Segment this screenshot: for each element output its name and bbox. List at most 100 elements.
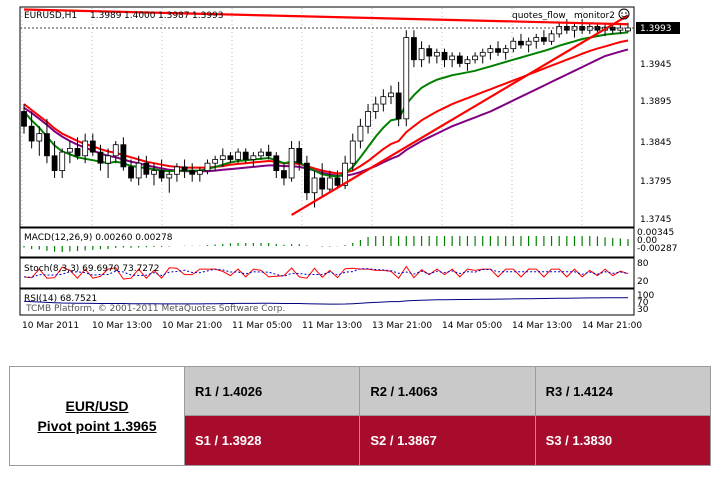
trendline	[291, 14, 629, 216]
candle-body	[189, 170, 196, 175]
ohlc-open: 1.3989	[90, 11, 122, 21]
pivot-point: Pivot point 1.3965	[37, 418, 157, 434]
candle-body	[219, 155, 226, 160]
x-tick: 10 Mar 2011	[22, 321, 79, 331]
candle-body	[372, 103, 379, 112]
candle-body	[334, 177, 341, 186]
candle-body	[388, 92, 394, 98]
indicator-monitor2: monitor2	[574, 11, 615, 21]
candle-body	[418, 48, 425, 61]
candle-body	[258, 151, 264, 157]
candle-body	[311, 177, 318, 194]
candle-body	[472, 55, 478, 61]
candle-body	[97, 151, 104, 164]
rsi-panel-frame	[19, 288, 635, 316]
support-3: S3 / 1.3830	[534, 415, 712, 466]
pair-cell: EUR/USD Pivot point 1.3965	[9, 366, 185, 466]
candle-body	[120, 144, 127, 168]
rsi-label: RSI(14) 68.7521	[24, 294, 97, 304]
candle-body	[158, 170, 165, 179]
stoch-main-line	[23, 265, 629, 280]
support-1: S1 / 1.3928	[183, 415, 361, 466]
rsi-tick: 70	[637, 298, 649, 308]
rsi-line-path	[23, 297, 628, 305]
candle-body	[403, 37, 410, 120]
stoch-tick: 20	[637, 277, 649, 287]
y-tick: 1.3745	[640, 215, 672, 225]
candle-body	[548, 33, 555, 42]
candle-body	[265, 151, 272, 157]
x-tick: 14 Mar 13:00	[512, 321, 572, 331]
main-panel-frame	[19, 6, 635, 228]
candle-body	[250, 155, 257, 160]
candle-body	[556, 26, 563, 35]
stoch-tick: 80	[637, 259, 649, 269]
candle-body	[464, 59, 471, 64]
candle-body	[510, 40, 517, 50]
y-tick: 1.3895	[640, 97, 672, 107]
candle-body	[105, 155, 112, 164]
y-tick: 1.3845	[640, 138, 672, 148]
candle-body	[449, 55, 456, 61]
stoch-label: Stoch(8,3,3) 69.6970 73.7272	[24, 264, 159, 274]
candle-body	[59, 151, 66, 171]
ohlc-high: 1.4000	[124, 11, 156, 21]
candle-body	[426, 48, 433, 57]
price-chart: EURUSD,H1 1.3989 1.4000 1.3987 1.3993 qu…	[19, 6, 680, 331]
support-2: S2 / 1.3867	[359, 415, 536, 466]
candle-body	[319, 177, 326, 190]
x-tick: 10 Mar 21:00	[162, 321, 222, 331]
candle-body	[479, 51, 486, 57]
candle-body	[296, 148, 303, 164]
rsi-tick: 100	[637, 291, 654, 301]
candle-body	[411, 37, 417, 61]
ohlc-low: 1.3987	[158, 11, 190, 21]
candle-body	[441, 51, 448, 61]
candle-body	[112, 144, 119, 157]
candle-body	[143, 162, 150, 175]
y-tick: 1.3945	[640, 60, 672, 70]
candle-body	[281, 170, 287, 179]
macd-label: MACD(12,26,9) 0.00260 0.00278	[24, 233, 173, 243]
current-price-box	[636, 22, 680, 34]
candle-body	[342, 162, 349, 186]
y-tick: 1.3795	[640, 177, 672, 187]
candle-body	[365, 111, 371, 127]
candle-body	[174, 166, 180, 175]
macd-tick: 0.00345	[637, 228, 674, 238]
candle-body	[196, 170, 203, 175]
candle-body	[181, 166, 188, 171]
macd-tick: -0.00287	[637, 244, 677, 254]
candle-body	[502, 48, 509, 53]
macd-histogram	[23, 236, 629, 252]
candle-body	[456, 55, 463, 64]
candle-body	[525, 40, 532, 46]
x-tick: 10 Mar 13:00	[92, 321, 152, 331]
candle-body	[533, 37, 540, 42]
indicator-quotes-flow: quotes_flow	[512, 11, 566, 21]
resistance-3: R3 / 1.4124	[534, 366, 712, 416]
watermark: TCMB Platform, © 2001-2011 MetaQuotes So…	[25, 304, 285, 314]
macd-panel-frame	[19, 227, 635, 258]
candle-body	[487, 48, 494, 53]
candle-body	[349, 140, 356, 164]
resistance-1: R1 / 1.4026	[183, 366, 361, 416]
candle-body	[609, 26, 616, 31]
smiley-icon	[618, 8, 630, 20]
candle-body	[273, 155, 280, 171]
candle-body	[151, 170, 157, 175]
macd-tick: 0.00	[637, 236, 657, 246]
x-tick: 14 Mar 05:00	[442, 321, 502, 331]
trendline	[23, 8, 629, 26]
stoch-lines	[23, 265, 629, 280]
x-axis: 10 Mar 2011 10 Mar 13:00 10 Mar 21:00 11…	[22, 321, 642, 331]
symbol-header: EURUSD,H1	[24, 11, 77, 21]
candle-body	[380, 96, 387, 105]
candle-body	[242, 151, 249, 160]
candle-body	[495, 48, 501, 53]
x-tick: 13 Mar 21:00	[372, 321, 432, 331]
candle-body	[227, 155, 234, 160]
candle-body	[540, 37, 547, 42]
candle-body	[204, 162, 211, 171]
candle-body	[28, 125, 35, 142]
